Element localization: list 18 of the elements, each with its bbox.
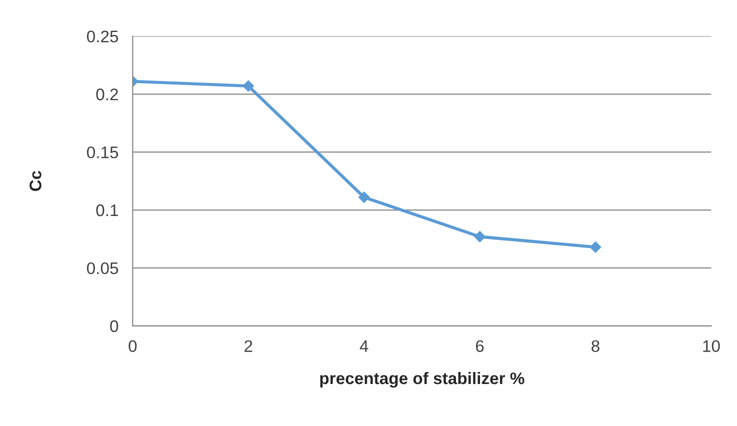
y-tick-label: 0 — [110, 320, 118, 332]
y-axis-title: Cc — [30, 170, 42, 192]
y-tick-label: 0.2 — [96, 88, 118, 100]
x-tick-label: 2 — [244, 340, 252, 352]
x-tick-label: 0 — [128, 340, 137, 352]
x-tick-label: 8 — [592, 340, 600, 352]
y-tick-label: 0.05 — [86, 262, 118, 274]
point — [358, 192, 370, 203]
x-tick-label: 10 — [703, 340, 720, 352]
point — [590, 241, 602, 253]
y-tick-label: 0.15 — [86, 146, 118, 158]
x-tick-label: 6 — [476, 340, 484, 352]
y-tick-label: 0.25 — [86, 30, 118, 42]
point — [474, 231, 486, 242]
x-axis-title: precentage of stabilizer % — [320, 372, 524, 388]
x-tick-label: 4 — [360, 340, 368, 352]
y-tick-label: 0.1 — [96, 204, 118, 216]
point — [242, 80, 254, 92]
